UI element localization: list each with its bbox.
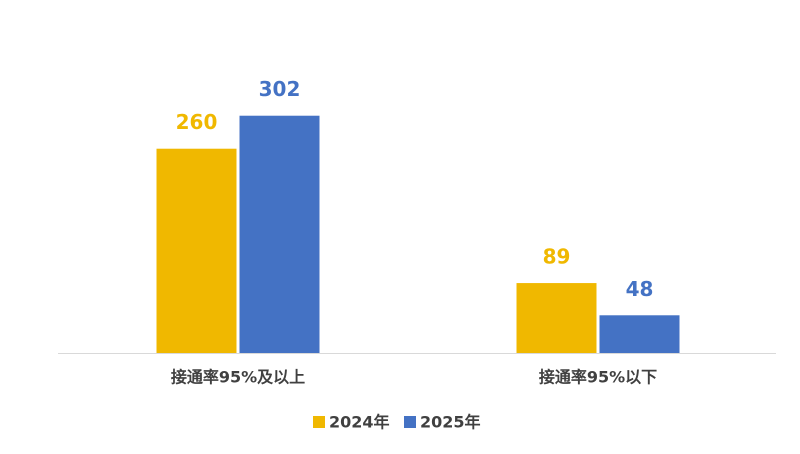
bar xyxy=(516,283,597,353)
x-tick-label: 接通率95%及以上 xyxy=(171,368,305,387)
data-label: 260 xyxy=(176,110,218,134)
legend-swatch xyxy=(404,416,416,428)
data-label: 89 xyxy=(543,245,571,269)
legend-label: 2025年 xyxy=(420,413,481,432)
bar xyxy=(156,148,237,353)
data-label: 302 xyxy=(259,77,301,101)
x-tick-label: 接通率95%以下 xyxy=(539,368,657,387)
legend-swatch xyxy=(313,416,325,428)
data-label: 48 xyxy=(626,277,654,301)
legend-label: 2024年 xyxy=(329,413,390,432)
bar xyxy=(599,315,680,353)
bar xyxy=(239,115,320,353)
